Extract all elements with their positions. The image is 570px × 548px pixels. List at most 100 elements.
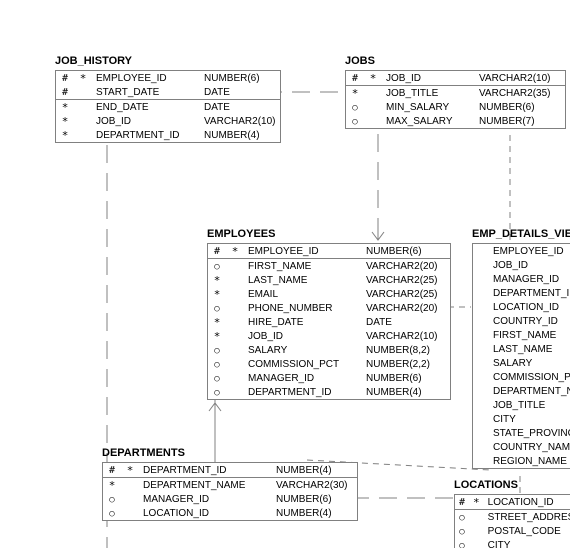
row-marker2 (481, 440, 489, 454)
column-name: EMPLOYEE_ID (244, 244, 362, 259)
row-marker2 (226, 273, 244, 287)
row-marker2 (364, 71, 382, 86)
row-marker2 (481, 314, 489, 328)
row-marker2 (481, 384, 489, 398)
column-name: STATE_PROVINCE (489, 426, 570, 440)
row-marker (473, 412, 482, 426)
table-row: JOB_ID (473, 258, 570, 272)
row-marker2 (226, 343, 244, 357)
row-marker (346, 86, 365, 101)
row-marker2 (226, 301, 244, 315)
row-marker2 (481, 356, 489, 370)
column-type: NUMBER(6) (272, 492, 358, 506)
column-type: VARCHAR2(35) (475, 86, 566, 101)
row-marker (208, 259, 227, 274)
row-marker2 (481, 272, 489, 286)
column-name: JOB_ID (92, 114, 200, 128)
table-row: DEPARTMENT_IDNUMBER(4) (103, 463, 358, 478)
table-row: SALARY (473, 356, 570, 370)
entity-title-emp_details_view: EMP_DETAILS_VIEW (472, 228, 570, 240)
row-marker (455, 510, 470, 525)
table-row: PHONE_NUMBERVARCHAR2(20) (208, 301, 451, 315)
column-type: NUMBER(6) (475, 100, 566, 114)
table-row: JOB_IDVARCHAR2(10) (346, 71, 566, 86)
column-name: MIN_SALARY (382, 100, 475, 114)
table-row: EMPLOYEE_ID (473, 244, 570, 259)
table-row: LAST_NAME (473, 342, 570, 356)
row-marker (473, 356, 482, 370)
table-row: DEPARTMENT_IDNUMBER(4) (208, 385, 451, 400)
row-marker (473, 258, 482, 272)
row-marker (208, 273, 227, 287)
row-marker (455, 524, 470, 538)
row-marker2 (226, 259, 244, 274)
row-marker2 (226, 244, 244, 259)
row-marker2 (121, 478, 139, 493)
table-row: COMMISSION_PCT (473, 370, 570, 384)
table-row: CITY (473, 412, 570, 426)
row-marker (473, 454, 482, 469)
row-marker (56, 100, 75, 115)
row-marker2 (74, 71, 92, 86)
table-row: CITY (455, 538, 570, 548)
column-name: START_DATE (92, 85, 200, 100)
row-marker (473, 300, 482, 314)
column-name: SALARY (244, 343, 362, 357)
column-type: NUMBER(6) (200, 71, 280, 86)
column-type: VARCHAR2(10) (200, 114, 280, 128)
entity-title-departments: DEPARTMENTS (102, 447, 185, 459)
table-row: JOB_TITLEVARCHAR2(35) (346, 86, 566, 101)
entity-title-jobs: JOBS (345, 55, 375, 67)
column-name: CITY (484, 538, 570, 548)
column-name: DEPARTMENT_ID (139, 463, 272, 478)
row-marker (473, 384, 482, 398)
entity-locations: LOCATION_IDSTREET_ADDRESSPOSTAL_CODECITY (454, 494, 570, 548)
row-marker2 (481, 398, 489, 412)
row-marker (346, 114, 365, 129)
column-type: DATE (200, 85, 280, 100)
row-marker (473, 272, 482, 286)
row-marker (473, 244, 482, 259)
column-name: COUNTRY_ID (489, 314, 570, 328)
column-type: NUMBER(8,2) (362, 343, 451, 357)
row-marker2 (226, 371, 244, 385)
column-name: END_DATE (92, 100, 200, 115)
column-name: REGION_NAME (489, 454, 570, 469)
row-marker2 (121, 492, 139, 506)
row-marker (103, 492, 122, 506)
column-name: EMPLOYEE_ID (489, 244, 570, 259)
table-row: REGION_NAME (473, 454, 570, 469)
column-type: VARCHAR2(25) (362, 287, 451, 301)
column-type: VARCHAR2(30) (272, 478, 358, 493)
column-type: DATE (200, 100, 280, 115)
column-name: PHONE_NUMBER (244, 301, 362, 315)
column-name: EMAIL (244, 287, 362, 301)
column-name: MANAGER_ID (244, 371, 362, 385)
column-type: DATE (362, 315, 451, 329)
column-name: DEPARTMENT_NAME (489, 384, 570, 398)
row-marker2 (364, 86, 382, 101)
table-row: EMPLOYEE_IDNUMBER(6) (208, 244, 451, 259)
table-row: FIRST_NAME (473, 328, 570, 342)
table-row: JOB_IDVARCHAR2(10) (56, 114, 281, 128)
row-marker (473, 440, 482, 454)
table-row: LOCATION_ID (473, 300, 570, 314)
table-row: DEPARTMENT_NAME (473, 384, 570, 398)
row-marker2 (226, 329, 244, 343)
table-row: MAX_SALARYNUMBER(7) (346, 114, 566, 129)
column-type: VARCHAR2(10) (475, 71, 566, 86)
row-marker2 (481, 258, 489, 272)
row-marker2 (481, 286, 489, 300)
column-name: JOB_TITLE (382, 86, 475, 101)
table-row: EMAILVARCHAR2(25) (208, 287, 451, 301)
table-row: DEPARTMENT_IDNUMBER(4) (56, 128, 281, 143)
row-marker2 (481, 328, 489, 342)
table-row: HIRE_DATEDATE (208, 315, 451, 329)
column-type: VARCHAR2(20) (362, 259, 451, 274)
column-name: SALARY (489, 356, 570, 370)
er-diagram-canvas: JOB_HISTORYEMPLOYEE_IDNUMBER(6)START_DAT… (0, 0, 570, 548)
table-row: SALARYNUMBER(8,2) (208, 343, 451, 357)
row-marker (56, 85, 75, 100)
table-row: STREET_ADDRESS (455, 510, 570, 525)
column-type: NUMBER(4) (272, 463, 358, 478)
